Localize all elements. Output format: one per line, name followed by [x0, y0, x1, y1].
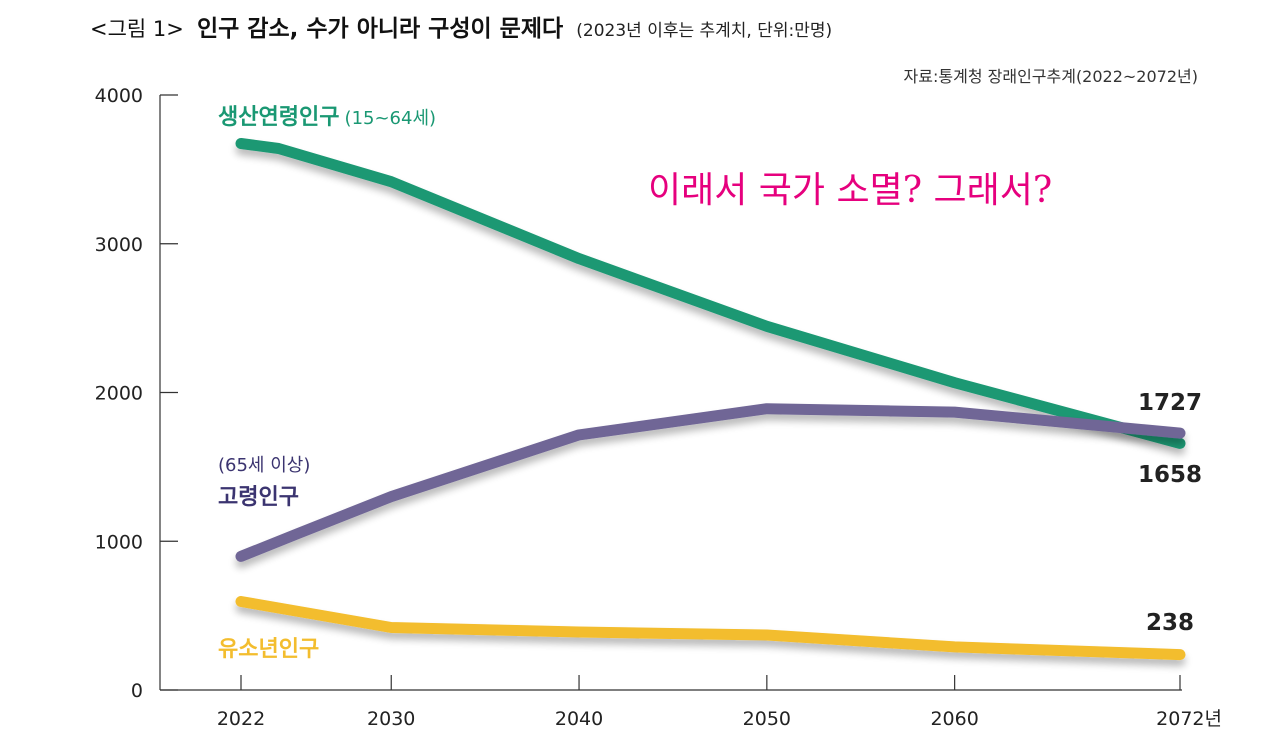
series-name-working-age: 생산연령인구 — [218, 105, 339, 130]
series-layer — [235, 138, 1186, 661]
end-label-elderly: 1727 — [1138, 390, 1202, 416]
y-tick-label: 4000 — [95, 85, 143, 107]
chart-subtitle: (2023년 이후는 추계치, 단위:만명) — [576, 21, 832, 41]
x-tick-label: 2060 — [930, 708, 978, 730]
series-label-working-age: 생산연령인구 (15~64세) — [218, 105, 436, 130]
series-note-elderly: (65세 이상) — [218, 455, 310, 476]
series-name-elderly: 고령인구 — [218, 485, 299, 510]
y-tick-label: 2000 — [95, 383, 143, 405]
y-tick-label: 3000 — [95, 234, 143, 256]
chart-title: <그림 1> 인구 감소, 수가 아니라 구성이 문제다 (2023년 이후는 … — [90, 16, 832, 42]
title-prefix: <그림 1> — [90, 17, 184, 41]
x-tick-label: 2030 — [367, 708, 415, 730]
series-note-working-age: (15~64세) — [345, 108, 437, 129]
x-tick-label: 2022 — [217, 708, 265, 730]
y-tick-label: 0 — [131, 680, 143, 702]
x-tick-label: 2050 — [743, 708, 791, 730]
series-name-youth: 유소년인구 — [218, 637, 319, 662]
annotation-text: 이래서 국가 소멸? 그래서? — [648, 170, 1052, 211]
y-ticks: 0 1000 2000 3000 4000 — [95, 85, 178, 702]
source-note: 자료:통계청 장래인구추계(2022~2072년) — [904, 67, 1198, 86]
end-label-youth: 238 — [1146, 610, 1194, 636]
series-line-working-age — [235, 138, 1186, 449]
series-line-youth — [235, 596, 1186, 661]
x-ticks: 2022 2030 2040 2050 2060 2072년 — [217, 675, 1222, 730]
y-tick-label: 1000 — [95, 531, 143, 553]
x-tick-label: 2072년 — [1156, 708, 1222, 730]
title-text: 인구 감소, 수가 아니라 구성이 문제다 — [197, 16, 563, 42]
series-line-elderly — [235, 403, 1186, 562]
x-tick-label: 2040 — [555, 708, 603, 730]
end-label-working-age: 1658 — [1138, 462, 1202, 488]
